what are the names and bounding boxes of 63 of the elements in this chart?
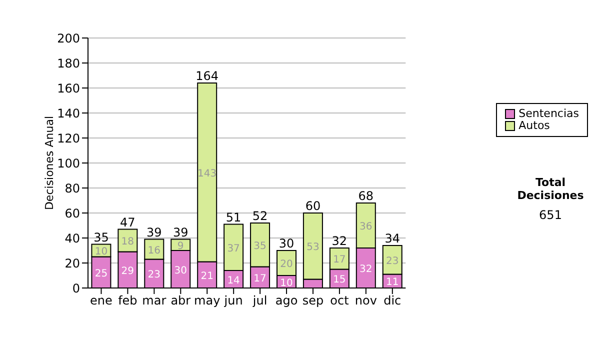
data-label: 10 [94,246,108,258]
data-label: 16 [148,245,161,256]
x-tick-label: may [194,294,220,308]
data-label: 17 [333,254,346,266]
x-tick-label: nov [354,294,377,308]
x-tick-label: mar [142,294,166,308]
data-label: 15 [333,274,346,286]
data-label: 29 [121,266,134,277]
data-label: 9 [177,240,184,252]
y-axis-title: Decisiones Anual [42,116,56,210]
x-tick-label: oct [330,294,350,308]
legend-label: Sentencias [518,107,579,120]
x-tick-label: jun [223,294,243,308]
text: Total Decisiones [516,176,585,202]
data-label: 143 [198,168,217,180]
x-tick-label: ago [275,294,298,308]
data-label: 14 [227,275,240,286]
y-tick-label: 80 [64,181,80,196]
total-label: 164 [196,69,219,83]
y-tick-label: 200 [57,31,80,46]
data-label: 23 [386,256,399,267]
text: 651 [538,208,563,222]
data-label: 37 [227,243,240,254]
y-tick-label: 120 [57,131,80,146]
total-label: 32 [332,234,348,248]
total-label: 51 [226,210,242,224]
y-tick-label: 40 [64,231,80,246]
y-tick-label: 180 [57,56,80,70]
total-label: 35 [94,230,109,244]
y-tick-label: 100 [57,156,80,170]
total-label: 39 [146,225,162,240]
x-tick-label: feb [118,294,138,308]
x-tick-label: sep [302,294,324,308]
total-label: 34 [384,232,400,246]
data-label: 35 [254,240,266,252]
y-tick-label: 20 [64,256,80,270]
data-label: 17 [254,273,266,284]
total-label: 39 [172,225,188,240]
y-tick-label: 160 [57,81,80,96]
data-label: 25 [94,268,108,280]
data-label: 20 [280,259,293,270]
x-tick-label: dic [384,294,402,308]
x-tick-label: jul [252,294,268,308]
data-label: 30 [174,265,187,276]
data-label: 11 [386,277,399,288]
data-label: 53 [306,242,320,254]
y-tick-label: 60 [64,206,80,220]
total-label: 68 [358,189,374,203]
total-label: 52 [252,209,268,223]
y-tick-label: 140 [57,106,80,120]
data-label: 23 [148,270,161,281]
total-label: 60 [305,199,321,213]
total-label: 30 [278,236,294,250]
data-label: 21 [200,270,214,282]
data-label: 32 [360,264,372,275]
total-label: 47 [120,215,136,230]
data-label: 36 [360,222,372,232]
data-label: 18 [121,236,134,248]
y-tick-label: 0 [72,281,80,296]
x-tick-label: ene [90,294,112,308]
data-label: 10 [280,278,293,289]
x-tick-label: abr [170,294,191,308]
legend-label: Autos [518,119,550,132]
